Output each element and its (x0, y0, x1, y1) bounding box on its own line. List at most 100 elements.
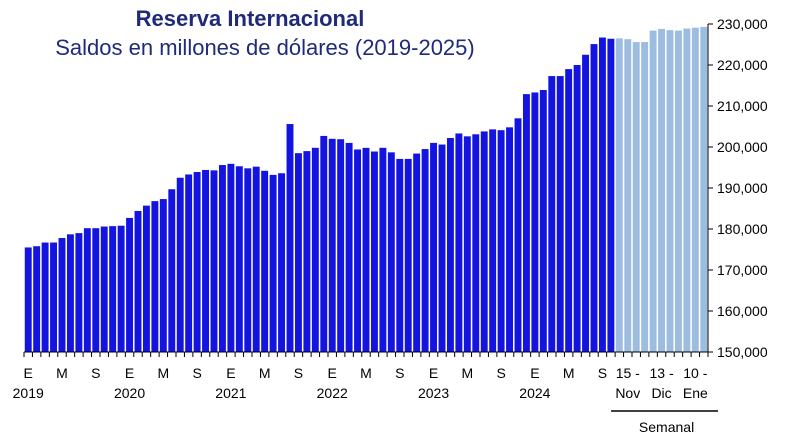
x-month-label: S (496, 365, 505, 381)
bar-monthly (218, 165, 226, 352)
x-month-label: S (192, 365, 201, 381)
bar-monthly (193, 172, 201, 352)
bar-weekly (624, 39, 632, 353)
x-week-day-label: 10 - (683, 365, 707, 381)
x-year-label: 2019 (13, 385, 44, 401)
bar-monthly (117, 225, 125, 352)
x-month-label: M (259, 365, 271, 381)
y-tick-label: 220,000 (717, 57, 768, 73)
bar-monthly (421, 149, 429, 352)
bar-monthly (379, 147, 387, 352)
y-axis: 150,000 160,000 170,000 180,000 190,000 200,0… (707, 16, 768, 360)
bar-monthly (522, 94, 530, 353)
bar-monthly (514, 118, 522, 352)
bar-monthly (33, 246, 41, 352)
chart-subtitle: Saldos en millones de dólares (2019-2025… (55, 35, 475, 60)
bar-monthly (83, 228, 91, 352)
bar-monthly (134, 210, 142, 352)
bar-monthly (142, 205, 150, 352)
bar-monthly (126, 217, 134, 352)
x-month-label: S (395, 365, 404, 381)
y-tick-label: 210,000 (717, 98, 768, 114)
bar-monthly (66, 234, 74, 352)
x-month-label: E (328, 365, 337, 381)
bar-monthly (159, 199, 167, 352)
y-tick-label: 150,000 (717, 344, 768, 360)
bar-weekly (674, 30, 682, 353)
bar-monthly (24, 247, 32, 352)
x-month-label: E (125, 365, 134, 381)
y-tick-label: 230,000 (717, 16, 768, 32)
bar-weekly (658, 28, 666, 352)
bar-monthly (328, 138, 336, 352)
y-tick-label: 160,000 (717, 303, 768, 319)
bar-weekly (632, 42, 640, 352)
bar-monthly (539, 90, 547, 352)
x-month-label: E (429, 365, 438, 381)
bar-monthly (41, 242, 49, 352)
bar-monthly (396, 158, 404, 352)
bar-monthly (92, 228, 100, 352)
x-month-label: S (91, 365, 100, 381)
bars-group (24, 26, 708, 353)
bar-monthly (185, 174, 193, 352)
x-month-label: E (226, 365, 235, 381)
bar-monthly (489, 129, 497, 352)
x-axis: E M S E M S E M S E M S E M S E M S 2019 2020 2021 2022 2023 20… (13, 351, 718, 435)
bar-monthly (590, 44, 598, 353)
x-week-month-label: Ene (683, 385, 708, 401)
bar-monthly (387, 152, 395, 352)
x-month-label: M (461, 365, 473, 381)
bar-monthly (354, 149, 362, 352)
x-week-day-label: 13 - (649, 365, 673, 381)
x-year-label: 2022 (317, 385, 348, 401)
x-month-label: S (598, 365, 607, 381)
bar-monthly (286, 124, 294, 352)
bar-monthly (430, 142, 438, 352)
y-tick-label: 170,000 (717, 262, 768, 278)
x-month-label: E (24, 365, 33, 381)
x-week-month-label: Dic (651, 385, 671, 401)
y-tick-label: 180,000 (717, 221, 768, 237)
bar-weekly (666, 30, 674, 353)
bar-monthly (252, 166, 260, 352)
bar-monthly (278, 173, 286, 352)
bar-monthly (261, 170, 269, 352)
x-month-label: E (530, 365, 539, 381)
bar-monthly (413, 153, 421, 352)
bar-monthly (337, 139, 345, 352)
chart-title: Reserva Internacional (135, 6, 365, 31)
bar-monthly (75, 233, 83, 352)
bar-monthly (565, 69, 573, 352)
bar-weekly (641, 42, 649, 352)
bar-weekly (700, 26, 708, 353)
bar-weekly (683, 28, 691, 352)
bar-monthly (497, 130, 505, 352)
bar-monthly (303, 151, 311, 352)
x-month-label: M (157, 365, 169, 381)
bar-monthly (202, 169, 210, 352)
bar-weekly (691, 27, 699, 352)
bar-monthly (210, 170, 218, 352)
bar-monthly (531, 92, 539, 352)
bar-monthly (50, 242, 58, 352)
bar-weekly (649, 30, 657, 353)
bar-monthly (109, 226, 117, 352)
y-tick-label: 190,000 (717, 180, 768, 196)
bar-monthly (151, 201, 159, 352)
x-week-day-label: 15 - (616, 365, 640, 381)
bar-monthly (548, 76, 556, 352)
x-month-label: M (563, 365, 575, 381)
bar-monthly (311, 147, 319, 352)
bar-monthly (320, 135, 328, 352)
bar-monthly (345, 142, 353, 352)
bar-monthly (463, 136, 471, 352)
bar-monthly (176, 177, 184, 352)
x-week-month-label: Nov (615, 385, 640, 401)
weekly-group-label: Semanal (639, 419, 694, 435)
bar-monthly (362, 147, 370, 352)
bar-monthly (294, 153, 302, 352)
bar-weekly (615, 38, 623, 352)
x-year-label: 2023 (418, 385, 449, 401)
